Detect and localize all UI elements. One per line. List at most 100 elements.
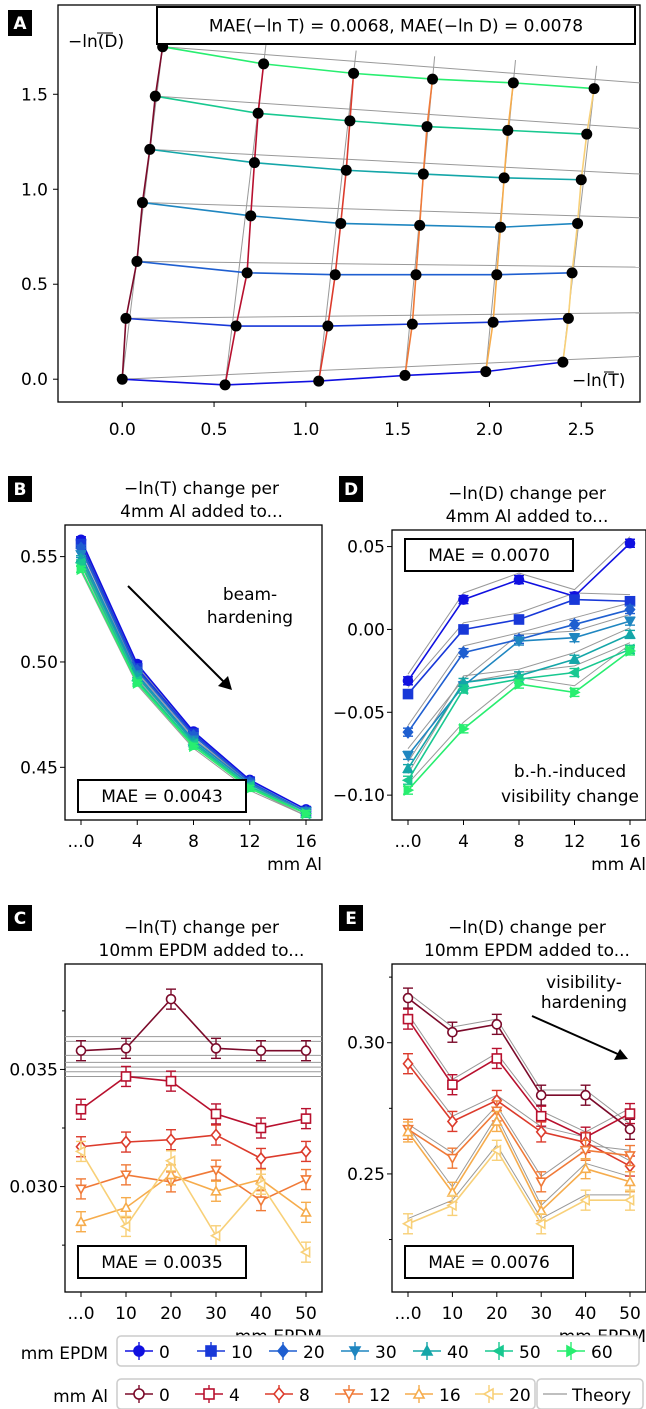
beam-hardening-arrow [127, 585, 226, 684]
data-marker [254, 1178, 266, 1191]
legend-al-label: mm Al [53, 1387, 108, 1407]
x-tick-label: 16 [619, 832, 641, 852]
plot-frame [64, 963, 323, 1293]
legend-item-label: 0 [159, 1386, 170, 1406]
panel-letter: C [14, 909, 26, 929]
series-line [80, 997, 306, 1052]
grid-point [507, 77, 519, 89]
x-tick-label: 50 [619, 1304, 641, 1324]
x-tick-label: 40 [575, 1304, 597, 1324]
panel-letter-box [8, 905, 32, 931]
grid-point [572, 217, 584, 229]
visibility-hardening-arrow-head [614, 1049, 628, 1060]
x-tick-label: 4 [132, 832, 143, 852]
data-marker [579, 1194, 591, 1207]
data-marker [458, 624, 469, 635]
data-marker [132, 677, 144, 689]
data-marker [300, 1113, 312, 1124]
x-tick-label: 30 [205, 1304, 227, 1324]
x-tick-label: 20 [160, 1304, 182, 1324]
theory-line [136, 260, 641, 268]
data-marker [210, 1128, 222, 1142]
series-line [407, 1148, 630, 1225]
y-tick-label: 0.030 [9, 1178, 58, 1198]
data-marker [624, 537, 636, 549]
data-marker [401, 1217, 413, 1230]
x-tick-label: 16 [295, 832, 317, 852]
theory-line [407, 1013, 631, 1133]
plot-frame [64, 524, 323, 821]
data-marker [403, 784, 415, 797]
grid-point [557, 356, 569, 368]
data-marker [402, 1013, 414, 1025]
panel-c: −ln(T) change per 10mm EPDM added to.....… [9, 918, 323, 1347]
panel-title: −ln(D) change per [448, 918, 606, 938]
data-marker [210, 1108, 222, 1120]
panel-title: −ln(T) change per [124, 479, 279, 499]
legend-theory-label: Theory [571, 1386, 631, 1406]
grid-point [344, 115, 356, 127]
x-tick-label: 30 [530, 1304, 552, 1324]
data-marker [300, 1175, 312, 1186]
data-marker [119, 1220, 131, 1233]
grid-point [480, 366, 492, 378]
grid-point [241, 267, 253, 279]
data-marker [120, 1201, 132, 1213]
theory-line [407, 992, 631, 1125]
annotation: beam- [223, 585, 277, 605]
data-marker [255, 1196, 267, 1207]
legend-item-label: 40 [447, 1343, 469, 1363]
series-line [80, 568, 307, 815]
grid-point [588, 83, 600, 95]
x-tick-label: ...0 [67, 832, 94, 852]
y-tick-label: 0.035 [9, 1060, 58, 1080]
panel-letter-box [8, 10, 32, 36]
series-line [80, 1169, 307, 1202]
x-tick-label: 2.5 [568, 420, 595, 440]
legend-item-label: 60 [591, 1343, 613, 1363]
theory-line [407, 592, 631, 688]
legend-marker [492, 1344, 504, 1358]
data-marker [189, 740, 200, 753]
data-marker [165, 1168, 177, 1180]
data-marker [165, 993, 177, 1005]
x-tick-label: 2.0 [476, 420, 503, 440]
data-marker [447, 1079, 458, 1091]
legend-epdm-label: mm EPDM [21, 1344, 108, 1364]
data-marker [568, 666, 579, 679]
grid-point [329, 269, 341, 281]
data-marker [401, 774, 413, 787]
panel-d: −ln(D) change per 4mm Al added to... ...0 4… [333, 484, 646, 875]
x-tick-label: 8 [514, 832, 525, 852]
data-marker [446, 1114, 458, 1129]
data-marker [457, 683, 468, 695]
grid-point [313, 375, 325, 387]
data-marker [402, 675, 414, 687]
data-marker [402, 688, 414, 700]
data-marker [402, 1057, 414, 1071]
series-line [80, 539, 307, 811]
data-marker [120, 1043, 132, 1054]
grid-point [562, 312, 574, 324]
plot-frame [57, 4, 641, 403]
legend-marker [276, 1343, 290, 1359]
x-tick-label: 0.5 [201, 420, 228, 440]
grid-point [149, 90, 161, 102]
legend-epdm-box [116, 1335, 640, 1367]
data-marker [301, 807, 313, 820]
data-marker [74, 1145, 86, 1158]
theory-line [80, 541, 307, 813]
data-marker [623, 1194, 635, 1207]
data-marker [624, 616, 636, 628]
data-marker [402, 750, 414, 762]
epdm-series-line [122, 361, 563, 386]
theory-line [142, 202, 641, 219]
legend-marker [133, 1345, 145, 1357]
grid-point [248, 157, 260, 169]
legend-item-label: 12 [369, 1386, 391, 1406]
grid-point [348, 67, 360, 79]
mae-label: MAE(−ln T) = 0.0068, MAE(−ln D) = 0.0078 [209, 17, 583, 37]
data-marker [75, 1215, 87, 1227]
grid-point [502, 124, 514, 136]
